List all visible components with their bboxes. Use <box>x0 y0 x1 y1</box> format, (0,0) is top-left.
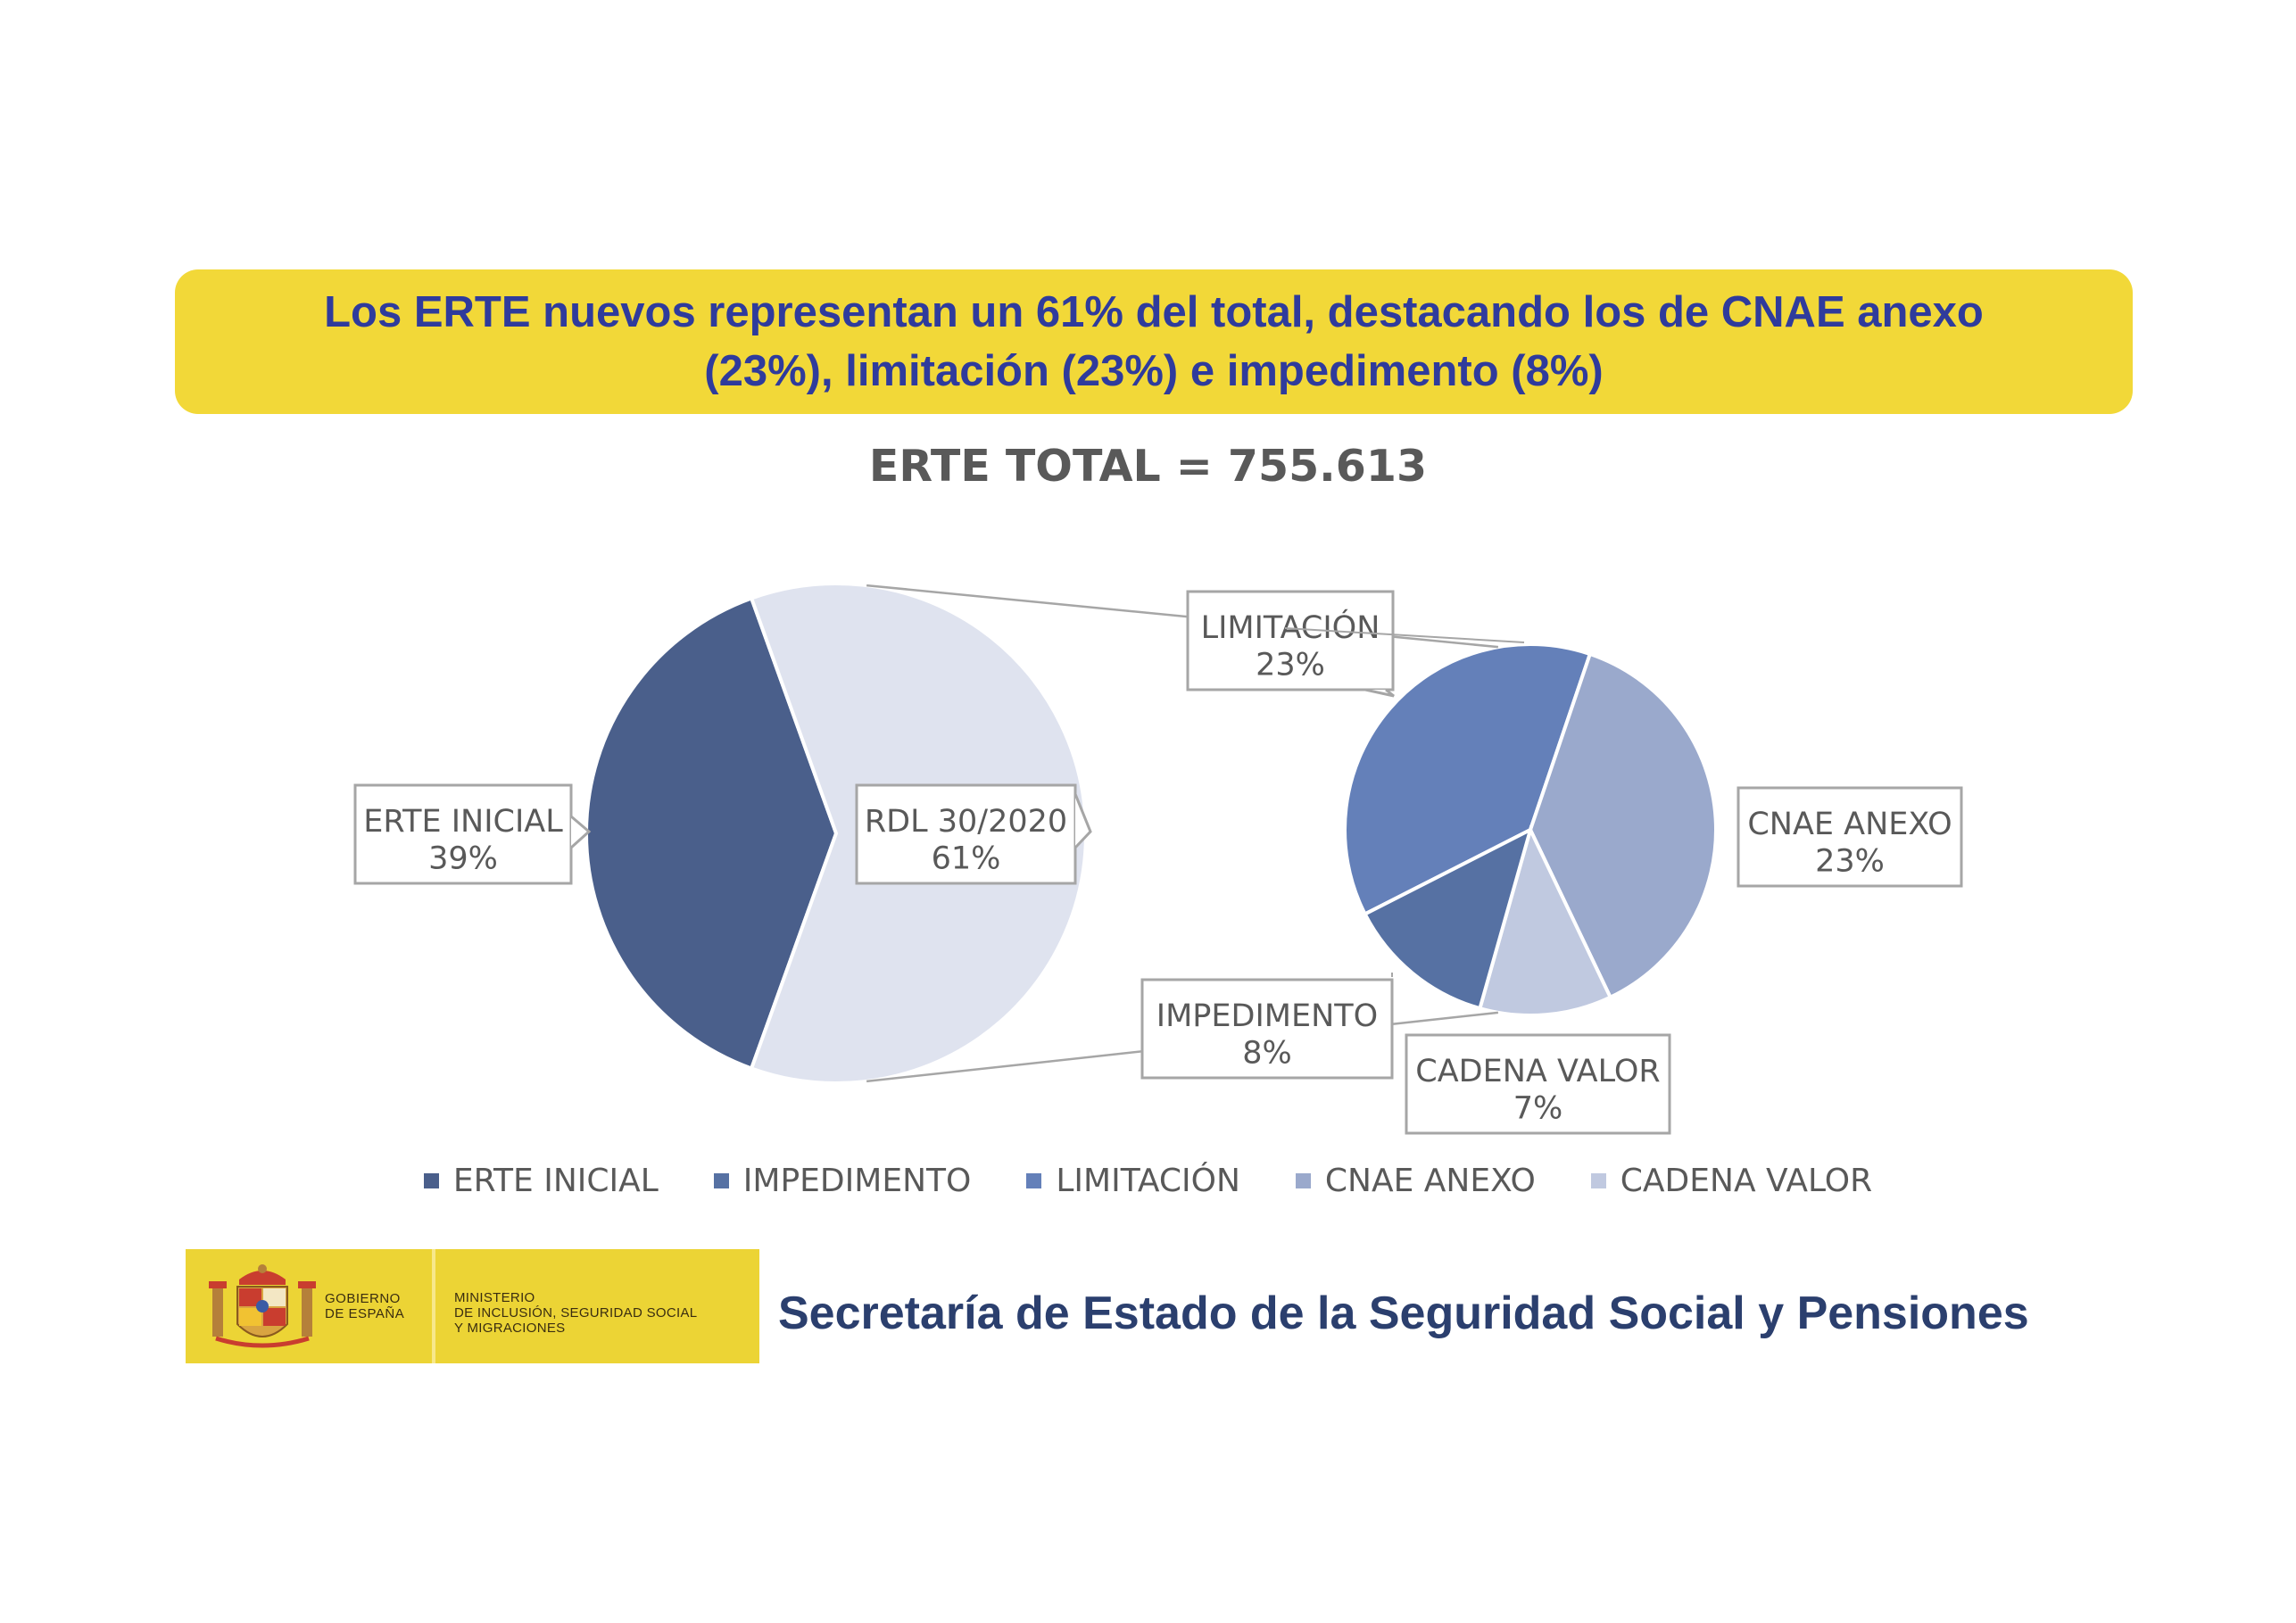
label-cadena-valor-box <box>1405 1033 1671 1135</box>
legend-swatch <box>1590 1173 1606 1188</box>
legend-item-cadena-valor: CADENA VALOR <box>1590 1163 1873 1199</box>
label-rdl-30-2020-pointer <box>1073 793 1092 849</box>
breakdown-slice-limitacion <box>1343 642 1593 917</box>
legend-item-impedimento: IMPEDIMENTO <box>713 1163 972 1199</box>
label-rdl-30-2020-value: 61% <box>932 841 1001 877</box>
breakdown-slice-impedimento <box>1362 826 1534 1011</box>
legend-item-cnae-anexo: CNAE ANEXO <box>1295 1163 1536 1199</box>
secretaria-title: Secretaría de Estado de la Seguridad Soc… <box>778 1288 2029 1339</box>
label-erte-inicial-value: 39% <box>428 841 498 877</box>
ministry-text: MINISTERIO DE INCLUSIÓN, SEGURIDAD SOCIA… <box>454 1290 698 1336</box>
badge-divider <box>432 1249 435 1363</box>
label-rdl-30-2020-name: RDL 30/2020 <box>865 804 1067 840</box>
label-limitacion-value: 23% <box>1256 648 1325 683</box>
label-cnae-anexo-name: CNAE ANEXO <box>1747 807 1952 842</box>
label-cnae-anexo-value: 23% <box>1815 844 1885 880</box>
headline-line-1: Los ERTE nuevos representan un 61% del t… <box>324 288 1984 336</box>
legend-swatch <box>1026 1173 1042 1188</box>
label-limitacion-name: LIMITACIÓN <box>1201 609 1380 646</box>
label-erte-inicial-box <box>353 783 573 885</box>
chart-title: ERTE TOTAL = 755.613 <box>868 441 1428 492</box>
coat-of-arms-icon <box>209 1264 316 1348</box>
label-impedimento-box <box>1140 978 1394 1080</box>
legend-label: ERTE INICIAL <box>452 1163 659 1199</box>
legend-swatch <box>1295 1173 1311 1188</box>
legend-item-limitacion: LIMITACIÓN <box>1026 1163 1240 1199</box>
label-limitacion-box <box>1186 590 1395 691</box>
headline-banner: Los ERTE nuevos representan un 61% del t… <box>175 269 2133 414</box>
leader-line-limitacion <box>1284 627 1525 643</box>
legend-label: CADENA VALOR <box>1620 1163 1873 1199</box>
label-cnae-anexo-box <box>1737 786 1963 888</box>
legend-label: CNAE ANEXO <box>1324 1163 1536 1199</box>
label-impedimento-value: 8% <box>1242 1036 1292 1072</box>
label-rdl-30-2020-box <box>855 783 1077 885</box>
headline-line-2: (23%), limitación (23%) e impedimento (8… <box>704 347 1604 395</box>
gobierno-de-espana-text: GOBIERNO DE ESPAÑA <box>325 1291 405 1321</box>
government-logo-badge: GOBIERNO DE ESPAÑA MINISTERIO DE INCLUSI… <box>186 1249 759 1363</box>
label-limitacion-pointer <box>1364 688 1395 698</box>
legend-swatch <box>423 1173 439 1188</box>
label-erte-inicial-name: ERTE INICIAL <box>363 804 563 840</box>
legend-label: IMPEDIMENTO <box>742 1163 972 1199</box>
breakdown-slice-cnae-anexo <box>1528 651 1719 1000</box>
label-cadena-valor-value: 7% <box>1513 1091 1563 1127</box>
breakdown-slice-cadena-valor <box>1477 824 1613 1017</box>
legend-swatch <box>713 1173 729 1188</box>
label-erte-inicial-pointer <box>569 815 592 849</box>
chart-legend: ERTE INICIAL IMPEDIMENTO LIMITACIÓN CNAE AN… <box>0 1163 2296 1199</box>
label-cadena-valor-name: CADENA VALOR <box>1415 1054 1660 1089</box>
legend-label: LIMITACIÓN <box>1056 1163 1240 1199</box>
legend-item-erte-inicial: ERTE INICIAL <box>423 1163 659 1199</box>
label-impedimento-name: IMPEDIMENTO <box>1156 998 1378 1034</box>
